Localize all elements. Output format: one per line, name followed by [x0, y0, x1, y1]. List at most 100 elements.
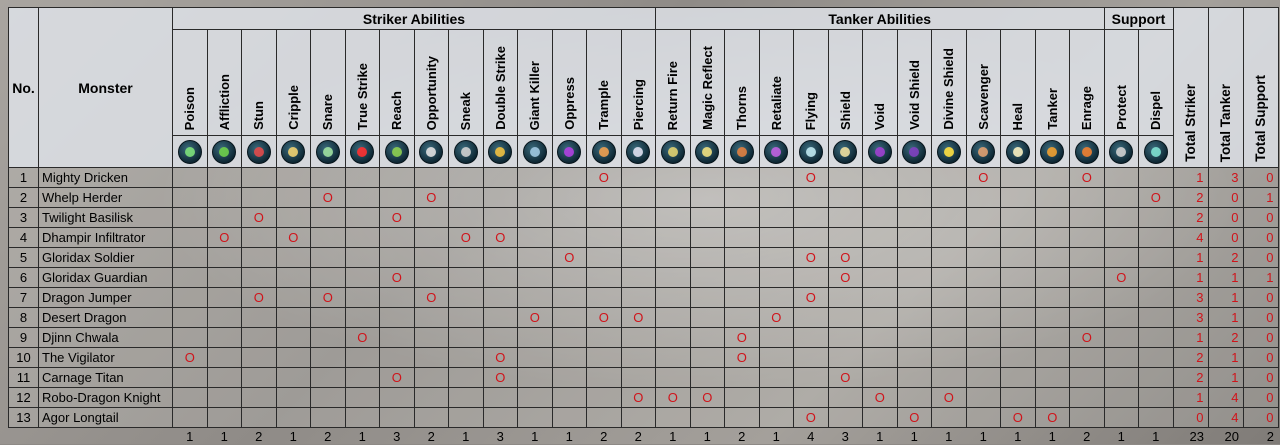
total-striker-cell: 3 [1173, 308, 1208, 328]
ability-count: 1 [656, 428, 691, 445]
total-tanker-cell: 4 [1208, 388, 1243, 408]
ability-mark-cell [276, 188, 311, 208]
ability-mark-cell [1001, 208, 1036, 228]
ability-mark-cell [207, 408, 242, 428]
ability-mark-cell [725, 388, 760, 408]
total-striker-cell: 1 [1173, 328, 1208, 348]
ability-mark-cell [863, 368, 898, 388]
ability-mark-cell [863, 288, 898, 308]
ability-mark-cell [897, 388, 932, 408]
ability-count: 1 [1139, 428, 1174, 445]
ability-header-magic-reflect: Magic Reflect [690, 30, 725, 136]
ability-mark-cell [1001, 188, 1036, 208]
ability-mark-cell [518, 288, 553, 308]
monster-ability-table: No. Monster Striker Abilities Tanker Abi… [8, 7, 1279, 445]
ability-name: Protect [1114, 81, 1129, 130]
ability-name: Enrage [1079, 82, 1094, 130]
grand-total-tanker: 20 [1208, 428, 1243, 445]
ability-mark-cell [449, 208, 484, 228]
ability-count: 1 [449, 428, 484, 445]
ability-mark-cell [449, 268, 484, 288]
total-striker-cell: 4 [1173, 228, 1208, 248]
ability-icon-cell [828, 136, 863, 168]
ability-icon-cell [1001, 136, 1036, 168]
ability-mark-cell [173, 328, 208, 348]
row-number: 4 [9, 228, 39, 248]
ability-mark-cell [518, 408, 553, 428]
ability-mark-cell [863, 228, 898, 248]
ability-mark-cell [483, 288, 518, 308]
oppress-icon [557, 140, 581, 164]
monster-name: Dragon Jumper [39, 288, 173, 308]
ability-name: Poison [182, 83, 197, 130]
ability-mark-cell [518, 228, 553, 248]
ability-icon-cell [207, 136, 242, 168]
ability-mark-cell: O [242, 288, 277, 308]
ability-mark-cell [966, 388, 1001, 408]
ability-mark-cell [966, 328, 1001, 348]
ability-mark-cell [1070, 228, 1105, 248]
total-striker-cell: 1 [1173, 268, 1208, 288]
ability-mark-cell [483, 328, 518, 348]
ability-mark-cell [794, 348, 829, 368]
ability-icon-cell [587, 136, 622, 168]
ability-mark-cell [932, 248, 967, 268]
ability-mark-cell [1070, 208, 1105, 228]
ability-mark-cell [207, 208, 242, 228]
ability-header-shield: Shield [828, 30, 863, 136]
ability-mark-cell [483, 408, 518, 428]
monster-name: Carnage Titan [39, 368, 173, 388]
monster-name: Twilight Basilisk [39, 208, 173, 228]
ability-mark-cell [1104, 208, 1139, 228]
ability-mark-cell [242, 228, 277, 248]
ability-mark-cell [518, 328, 553, 348]
ability-mark-cell [1139, 208, 1174, 228]
header-monster: Monster [39, 8, 173, 168]
ability-mark-cell [207, 188, 242, 208]
ability-mark-cell: O [725, 328, 760, 348]
monster-name: Whelp Herder [39, 188, 173, 208]
ability-count: 2 [725, 428, 760, 445]
ability-mark-cell [897, 348, 932, 368]
ability-mark-cell: O [621, 308, 656, 328]
ability-mark-cell [1070, 268, 1105, 288]
ability-mark-cell [414, 308, 449, 328]
ability-mark-cell [932, 408, 967, 428]
ability-mark-cell [173, 268, 208, 288]
ability-name: Piercing [631, 75, 646, 130]
ability-header-piercing: Piercing [621, 30, 656, 136]
total-support-cell: 0 [1243, 388, 1278, 408]
ability-icon-cell [1035, 136, 1070, 168]
ability-mark-cell [863, 168, 898, 188]
ability-mark-cell [311, 208, 346, 228]
ability-mark-cell [552, 308, 587, 328]
ability-mark-cell [207, 248, 242, 268]
double-strike-icon [488, 140, 512, 164]
ability-mark-cell [552, 268, 587, 288]
monster-name: Djinn Chwala [39, 328, 173, 348]
ability-mark-cell [276, 368, 311, 388]
ability-header-tanker: Tanker [1035, 30, 1070, 136]
row-number: 12 [9, 388, 39, 408]
ability-mark-cell: O [932, 388, 967, 408]
monster-name: Robo-Dragon Knight [39, 388, 173, 408]
ability-mark-cell [1139, 228, 1174, 248]
row-number: 13 [9, 408, 39, 428]
total-striker-cell: 3 [1173, 288, 1208, 308]
ability-mark-cell [932, 348, 967, 368]
ability-mark-cell [828, 308, 863, 328]
ability-mark-cell [932, 188, 967, 208]
ability-header-true-strike: True Strike [345, 30, 380, 136]
ability-mark-cell: O [587, 308, 622, 328]
ability-icon-cell [897, 136, 932, 168]
ability-mark-cell [725, 368, 760, 388]
ability-mark-cell [621, 208, 656, 228]
ability-mark-cell [828, 408, 863, 428]
ability-mark-cell [932, 328, 967, 348]
ability-mark-cell [1104, 188, 1139, 208]
total-support-cell: 0 [1243, 248, 1278, 268]
ability-mark-cell [932, 208, 967, 228]
ability-count: 2 [414, 428, 449, 445]
total-tanker-cell: 4 [1208, 408, 1243, 428]
ability-icon-cell [173, 136, 208, 168]
